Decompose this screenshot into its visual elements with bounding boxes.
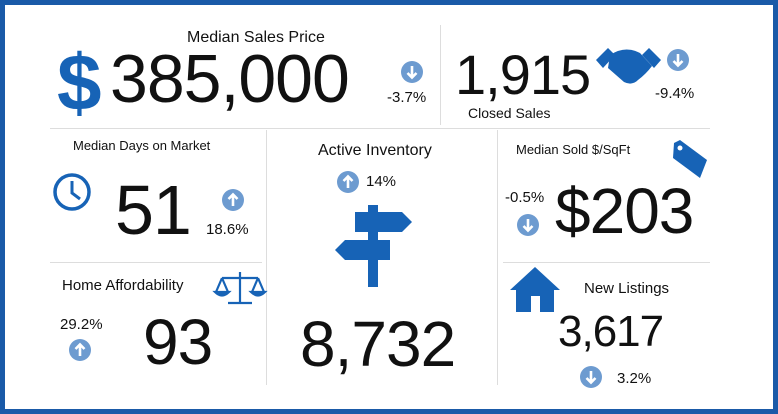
divider <box>50 128 710 129</box>
divider <box>503 262 710 263</box>
value: 385,000 <box>110 41 350 117</box>
divider <box>50 262 262 263</box>
value: 8,732 <box>300 308 456 380</box>
change: 18.6% <box>206 221 249 238</box>
label: Median Sales Price <box>187 29 325 46</box>
divider <box>497 130 498 385</box>
change: -0.5% <box>505 189 545 206</box>
label: Active Inventory <box>318 142 432 159</box>
value: 93 <box>143 306 213 378</box>
change: -3.7% <box>387 89 427 106</box>
label: Median Sold $/SqFt <box>516 142 631 157</box>
change: 3.2% <box>617 370 652 387</box>
change: 14% <box>366 173 397 190</box>
change: 29.2% <box>60 316 103 333</box>
label: New Listings <box>584 280 670 297</box>
value: 3,617 <box>558 307 664 356</box>
change: -9.4% <box>655 85 695 102</box>
label: Home Affordability <box>62 277 184 294</box>
value: $203 <box>555 175 694 247</box>
label: Median Days on Market <box>73 138 211 153</box>
divider <box>266 130 267 385</box>
value: 51 <box>115 171 192 249</box>
currency-symbol: $ <box>57 38 102 127</box>
label: Closed Sales <box>468 105 551 121</box>
divider <box>440 25 441 125</box>
value: 1,915 <box>455 43 591 106</box>
